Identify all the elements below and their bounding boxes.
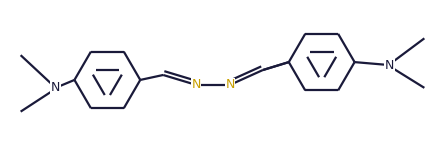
Text: N: N — [191, 78, 201, 91]
Text: N: N — [51, 81, 60, 94]
Text: N: N — [385, 59, 394, 72]
Text: N: N — [225, 78, 235, 91]
